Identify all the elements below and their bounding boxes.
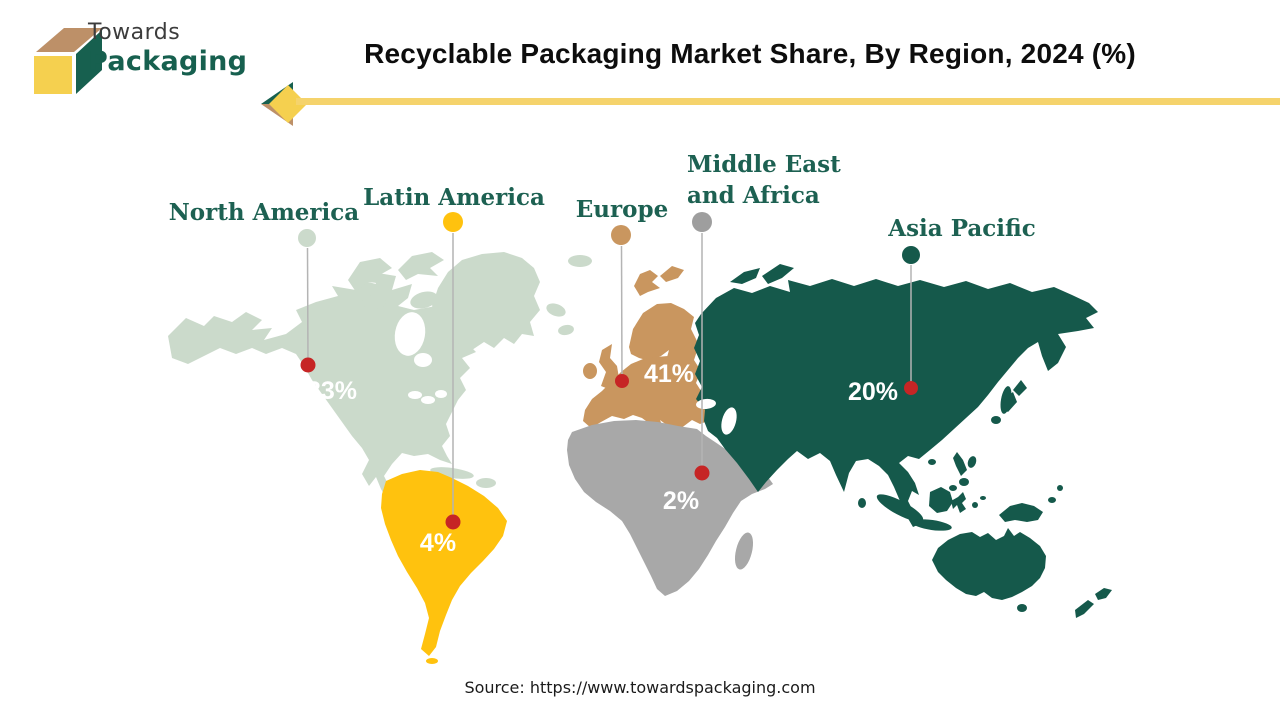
australia — [932, 528, 1046, 600]
black-sea — [696, 398, 716, 410]
sumatra — [876, 494, 924, 522]
hudson-bay-south — [414, 353, 432, 367]
arctic-island-2 — [398, 252, 444, 280]
chevron-decoration — [261, 82, 307, 126]
philippines-south — [959, 478, 969, 486]
arctic-island-3 — [362, 295, 386, 309]
anchor-asia-pacific — [902, 246, 920, 264]
region-asia-pacific — [694, 264, 1112, 618]
japan-main — [1001, 392, 1017, 412]
box-front-face — [34, 56, 72, 94]
region-middle-east-africa — [567, 420, 773, 596]
marker-north-america — [300, 357, 316, 373]
great-lake-3 — [435, 390, 447, 398]
philippines-north — [953, 452, 967, 476]
anchor-latin-america — [443, 212, 463, 232]
greenland — [432, 252, 540, 350]
page-title: Recyclable Packaging Market Share, By Re… — [364, 38, 1136, 69]
leader-europe — [620, 245, 623, 381]
caspian-sea — [721, 407, 737, 435]
box-logo-icon — [34, 28, 102, 94]
sulawesi — [951, 492, 966, 513]
value-markers — [300, 357, 918, 530]
svalbard — [660, 266, 684, 282]
japan-north — [1013, 380, 1027, 396]
brand-logo: Towards Packaging — [10, 8, 310, 98]
label-asia-pacific: Asia Pacific — [888, 215, 1036, 242]
leader-north-america — [306, 247, 309, 365]
great-lake-1 — [408, 391, 422, 399]
box-right-face — [76, 30, 102, 94]
novaya-zemlya-2 — [762, 264, 794, 284]
greenland-islet-2 — [558, 324, 574, 336]
pacific-islet-2 — [1057, 485, 1063, 491]
great-lake-2 — [421, 396, 435, 404]
label-latin-america: Latin America — [363, 184, 545, 211]
arctic-island-4 — [410, 291, 438, 309]
hudson-bay — [394, 312, 426, 356]
java — [912, 519, 952, 531]
title-underline — [296, 98, 1280, 105]
tierra-del-fuego — [426, 658, 438, 664]
marker-latin-america — [445, 514, 461, 530]
borneo — [929, 487, 953, 513]
hainan — [928, 459, 936, 465]
iceland — [634, 270, 660, 296]
value-middle-east-africa: 2% — [662, 487, 700, 515]
ireland — [583, 363, 597, 379]
great-britain — [599, 344, 619, 390]
new-zealand-north — [1095, 588, 1112, 600]
europe-mainland — [583, 342, 717, 445]
label-europe: Europe — [575, 196, 669, 223]
value-north-america: 33% — [306, 377, 358, 405]
value-europe: 41% — [643, 360, 695, 388]
leader-lines — [306, 233, 912, 521]
brand-name-line2: Packaging — [88, 46, 248, 77]
pacific-islet-1 — [1048, 497, 1056, 503]
anchor-europe — [611, 225, 631, 245]
label-middle-east-africa: Middle East and Africa — [687, 151, 841, 209]
japan-south — [991, 416, 1001, 424]
madagascar — [734, 532, 754, 570]
new-guinea — [999, 503, 1043, 522]
inland-water — [394, 312, 737, 435]
marker-middle-east-africa — [694, 465, 710, 481]
sri-lanka — [858, 498, 866, 508]
novaya-zemlya-1 — [730, 268, 760, 284]
philippines-islet — [949, 485, 957, 491]
box-top-face — [36, 28, 102, 52]
anchor-middle-east-africa — [692, 212, 712, 232]
value-asia-pacific: 20% — [847, 378, 899, 406]
chevron-diamond — [269, 85, 307, 123]
africa — [567, 420, 773, 596]
value-latin-america: 4% — [419, 529, 457, 557]
eurasia-mainland — [694, 279, 1098, 527]
new-zealand-south — [1075, 600, 1094, 618]
south-america — [381, 470, 507, 656]
moluccas-1 — [972, 502, 978, 508]
hispaniola — [476, 478, 496, 488]
source-text: Source: https://www.towardspackaging.com — [464, 678, 816, 697]
tasmania — [1017, 604, 1027, 612]
moluccas-2 — [980, 496, 986, 500]
greenland-islet-3 — [568, 255, 592, 267]
marker-asia-pacific — [904, 381, 918, 395]
brand-name-line1: Towards — [88, 20, 181, 45]
greenland-islet-1 — [546, 303, 566, 317]
taiwan — [967, 456, 977, 468]
region-europe — [583, 266, 717, 445]
label-north-america: North America — [168, 199, 360, 226]
arctic-island-1 — [348, 258, 392, 292]
marker-europe — [615, 374, 629, 388]
anchor-north-america — [298, 229, 316, 247]
region-north-america — [168, 252, 592, 556]
region-latin-america — [381, 470, 507, 664]
